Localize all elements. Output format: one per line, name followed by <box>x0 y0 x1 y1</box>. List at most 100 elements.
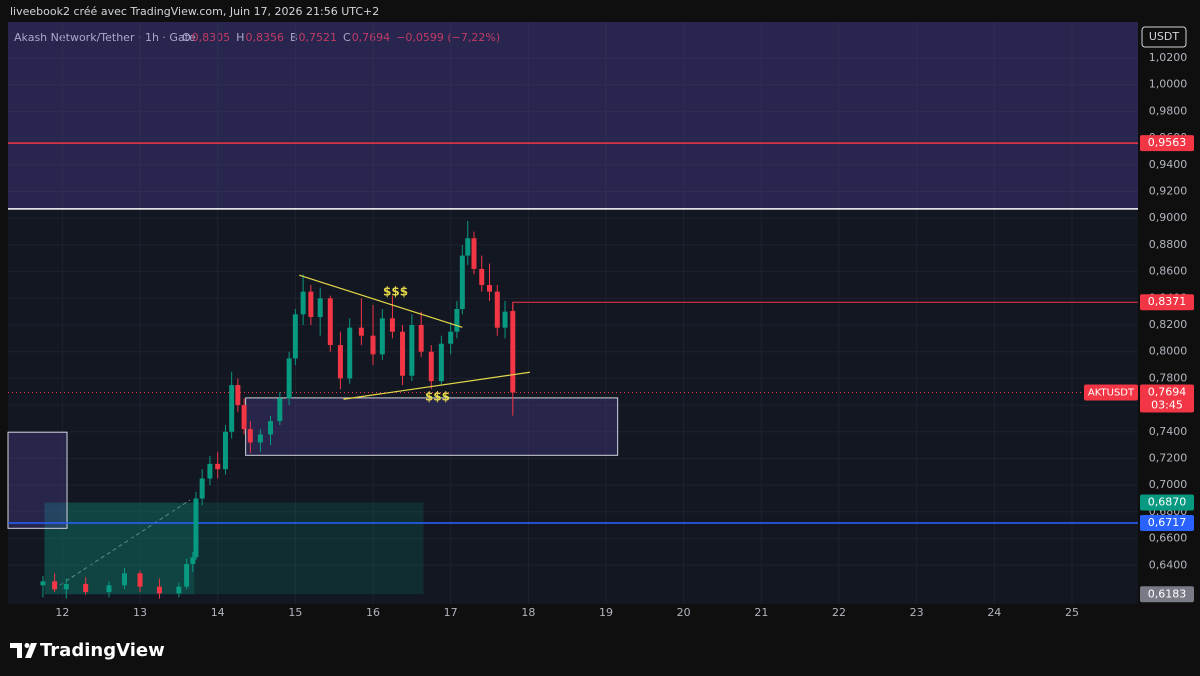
x-tick-label: 22 <box>832 606 846 619</box>
y-tick-label: 1,0000 <box>1149 78 1188 91</box>
last-price-label: 0,7694 <box>1148 386 1187 399</box>
x-tick-label: 24 <box>987 606 1001 619</box>
y-tick-label: 0,8000 <box>1149 345 1188 358</box>
x-tick-label: 13 <box>133 606 147 619</box>
change: −0,0599 (−7,22%) <box>396 31 500 44</box>
brand-logo <box>10 643 37 658</box>
candle-body <box>409 325 415 376</box>
candle-body <box>257 434 263 443</box>
candle-body <box>428 351 434 382</box>
candle-body <box>479 268 485 285</box>
price-label: 0,8371 <box>1148 295 1187 308</box>
trendline <box>299 274 463 328</box>
price-label-box <box>1140 294 1194 311</box>
y-tick-label: 0,8600 <box>1149 265 1188 278</box>
candle-body <box>292 314 298 359</box>
price-label-box <box>1140 494 1194 511</box>
candle-body <box>52 581 58 590</box>
candle-body <box>156 586 162 594</box>
last-price-box <box>1140 384 1194 413</box>
zone <box>44 502 195 595</box>
candle-body <box>454 308 460 332</box>
candle-body <box>389 318 395 332</box>
y-tick-label: 1,0200 <box>1149 51 1188 64</box>
candle-body <box>465 238 471 256</box>
candle-body <box>247 429 253 443</box>
candle-body <box>176 586 182 594</box>
ohlc-value: 0,7521 <box>299 31 338 44</box>
candle-body <box>379 318 385 355</box>
candle-body <box>494 291 500 328</box>
candle-body <box>63 583 69 590</box>
currency-box[interactable] <box>1141 26 1187 48</box>
zone <box>8 22 1138 209</box>
price-label: 0,6717 <box>1148 516 1187 529</box>
candle-body <box>502 311 508 328</box>
x-tick-label: 17 <box>444 606 458 619</box>
symbol-legend: Akash Network/Tether · 1h · Gate <box>14 31 196 44</box>
candle-body <box>418 325 424 352</box>
x-tick-label: 12 <box>55 606 69 619</box>
y-tick-label: 0,9800 <box>1149 104 1188 117</box>
candle-body <box>137 573 143 587</box>
ohlc-value: 0,8305 <box>192 31 231 44</box>
candle-body <box>83 583 89 592</box>
price-label-box <box>1140 586 1194 603</box>
x-tick-label: 20 <box>677 606 691 619</box>
candle-body <box>317 298 323 318</box>
y-tick-label: 0,7400 <box>1149 425 1188 438</box>
ohlc-legend: O0,8305 H0,8356 B0,7521 C0,7694 −0,0599 (−7,… <box>182 31 500 44</box>
candle-body <box>235 385 241 406</box>
ohlc-value: 0,8356 <box>245 31 284 44</box>
candle-body <box>400 331 406 376</box>
ohlc-key: B <box>290 31 298 44</box>
candle-body <box>241 405 247 430</box>
x-tick-label: 15 <box>288 606 302 619</box>
x-tick-label: 18 <box>521 606 535 619</box>
ohlc-key: O <box>182 31 191 44</box>
candle-body <box>286 358 292 399</box>
candle-body <box>121 573 127 586</box>
y-tick-label: 0,9200 <box>1149 185 1188 198</box>
candle-body <box>190 557 196 564</box>
price-label: 0,6870 <box>1148 496 1187 509</box>
x-tick-label: 19 <box>599 606 613 619</box>
candle-body <box>327 298 333 346</box>
candle-body <box>184 563 190 587</box>
y-tick-label: 0,9400 <box>1149 158 1188 171</box>
y-tick-label: 0,9000 <box>1149 211 1188 224</box>
y-tick-label: 0,6600 <box>1149 532 1188 545</box>
ohlc-key: C <box>343 31 351 44</box>
currency: USDT <box>1149 30 1180 43</box>
y-tick-label: 0,8200 <box>1149 318 1188 331</box>
symbol-label: AKTUSDT <box>1088 388 1135 399</box>
candle-body <box>207 463 213 479</box>
x-tick-label: 25 <box>1065 606 1079 619</box>
y-tick-label: 0,6400 <box>1149 558 1188 571</box>
candle-body <box>300 291 306 315</box>
candle-body <box>347 327 353 379</box>
zone <box>245 397 619 456</box>
zone <box>7 431 68 529</box>
candle-body <box>215 463 221 470</box>
candle-body <box>268 421 274 435</box>
brand: TradingView <box>40 640 165 661</box>
x-tick-label: 14 <box>211 606 225 619</box>
candle-body <box>199 478 205 499</box>
price-label: 0,9563 <box>1148 136 1187 149</box>
x-tick-label: 16 <box>366 606 380 619</box>
trendline <box>343 371 530 400</box>
candle-body <box>106 585 112 592</box>
annotation: $$$ <box>383 285 408 299</box>
candle-body <box>510 311 516 393</box>
candle-body <box>487 284 493 292</box>
symbol-label-box <box>1084 384 1138 401</box>
candle-body <box>337 345 343 379</box>
zone <box>194 502 424 595</box>
candle-body <box>471 238 477 269</box>
caption: liveebook2 créé avec TradingView.com, Ju… <box>10 5 379 18</box>
candle-body <box>229 385 235 432</box>
x-tick-label: 21 <box>754 606 768 619</box>
candle-body <box>308 291 314 318</box>
